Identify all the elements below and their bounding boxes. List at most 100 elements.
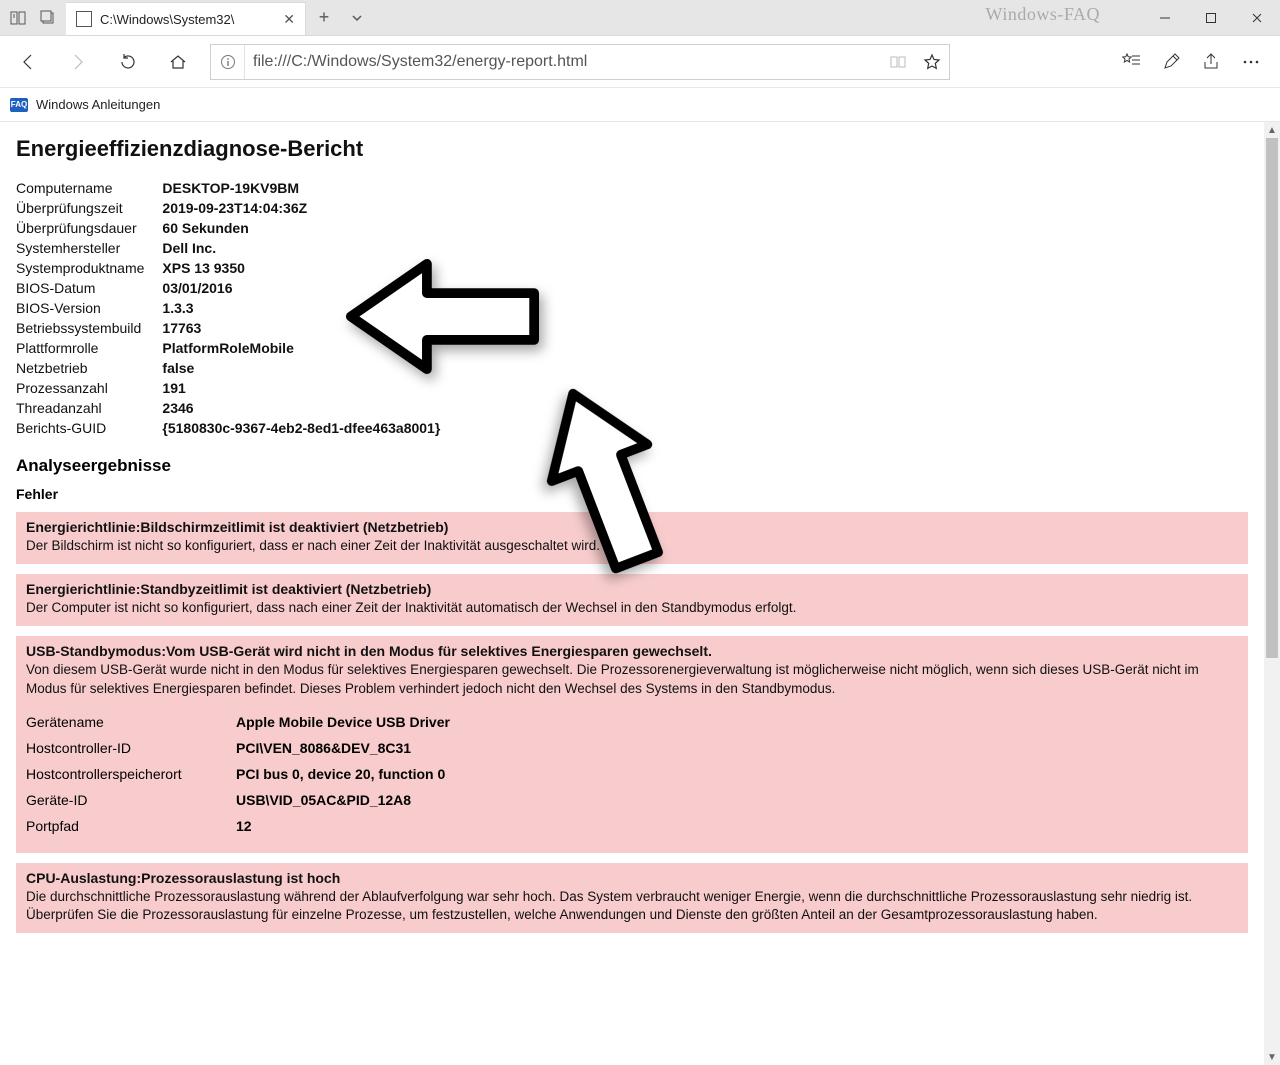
browser-tab[interactable]: C:\Windows\System32\ ✕: [66, 2, 306, 35]
info-row: SystemherstellerDell Inc.: [16, 238, 446, 258]
analysis-heading: Analyseergebnisse: [16, 456, 1248, 476]
close-window-button[interactable]: [1234, 0, 1280, 36]
maximize-button[interactable]: [1188, 0, 1234, 36]
info-row: Prozessanzahl191: [16, 378, 446, 398]
info-value: 2346: [162, 398, 446, 418]
error-title: Energierichtlinie:Standbyzeitlimit ist d…: [26, 581, 1238, 597]
detail-key: Hostcontrollerspeicherort: [26, 766, 236, 782]
info-value: 191: [162, 378, 446, 398]
info-value: Dell Inc.: [162, 238, 446, 258]
tab-title: C:\Windows\System32\: [100, 12, 275, 27]
info-value: {5180830c-9367-4eb2-8ed1-dfee463a8001}: [162, 418, 446, 438]
page-content: Energieeffizienzdiagnose-Bericht Compute…: [0, 122, 1264, 1065]
info-row: ComputernameDESKTOP-19KV9BM: [16, 178, 446, 198]
notes-icon[interactable]: [1160, 51, 1182, 73]
scroll-track[interactable]: [1264, 138, 1280, 1049]
page-icon: [76, 11, 92, 27]
back-button[interactable]: [10, 44, 46, 80]
error-description: Die durchschnittliche Prozessorauslastun…: [26, 888, 1238, 924]
scroll-up-icon[interactable]: ▲: [1264, 122, 1280, 138]
info-row: Threadanzahl2346: [16, 398, 446, 418]
info-label: Systemhersteller: [16, 238, 162, 258]
error-box: USB-Standbymodus:Vom USB-Gerät wird nich…: [16, 636, 1248, 852]
detail-value: PCI bus 0, device 20, function 0: [236, 766, 474, 782]
info-value: 1.3.3: [162, 298, 446, 318]
detail-key: Geräte-ID: [26, 792, 236, 808]
info-row: Überprüfungszeit2019-09-23T14:04:36Z: [16, 198, 446, 218]
system-info-table: ComputernameDESKTOP-19KV9BMÜberprüfungsz…: [16, 178, 446, 438]
error-description: Der Bildschirm ist nicht so konfiguriert…: [26, 537, 1238, 555]
scroll-thumb[interactable]: [1266, 138, 1278, 658]
detail-value: 12: [236, 818, 474, 834]
info-label: Plattformrolle: [16, 338, 162, 358]
info-value: XPS 13 9350: [162, 258, 446, 278]
info-label: Prozessanzahl: [16, 378, 162, 398]
tab-close-button[interactable]: ✕: [283, 11, 295, 28]
info-value: 03/01/2016: [162, 278, 446, 298]
bookmark-favicon: FAQ: [10, 98, 28, 112]
info-value: false: [162, 358, 446, 378]
errors-list: Energierichtlinie:Bildschirmzeitlimit is…: [16, 512, 1248, 933]
detail-key: Portpfad: [26, 818, 236, 834]
favorites-list-icon[interactable]: [1120, 51, 1142, 73]
info-row: Netzbetriebfalse: [16, 358, 446, 378]
forward-button[interactable]: [60, 44, 96, 80]
errors-heading: Fehler: [16, 486, 1248, 502]
info-label: Threadanzahl: [16, 398, 162, 418]
tab-aside-icon[interactable]: [8, 8, 28, 28]
error-title: CPU-Auslastung:Prozessorauslastung ist h…: [26, 870, 1238, 886]
tabs-list-icon[interactable]: [38, 8, 58, 28]
vertical-scrollbar[interactable]: ▲ ▼: [1264, 122, 1280, 1065]
window-titlebar: C:\Windows\System32\ ✕ + Windows-FAQ: [0, 0, 1280, 36]
info-row: SystemproduktnameXPS 13 9350: [16, 258, 446, 278]
info-label: BIOS-Datum: [16, 278, 162, 298]
error-box: Energierichtlinie:Bildschirmzeitlimit is…: [16, 512, 1248, 564]
share-icon[interactable]: [1200, 51, 1222, 73]
toolbar-right: [1120, 51, 1270, 73]
address-bar[interactable]: file:///C:/Windows/System32/energy-repor…: [210, 44, 950, 80]
detail-value: Apple Mobile Device USB Driver: [236, 714, 474, 730]
more-menu-icon[interactable]: [1240, 51, 1262, 73]
url-text[interactable]: file:///C:/Windows/System32/energy-repor…: [245, 53, 881, 71]
info-row: Überprüfungsdauer60 Sekunden: [16, 218, 446, 238]
info-label: Betriebssystembuild: [16, 318, 162, 338]
reading-view-icon[interactable]: [881, 53, 915, 71]
info-value: PlatformRoleMobile: [162, 338, 446, 358]
detail-key: Hostcontroller-ID: [26, 740, 236, 756]
home-button[interactable]: [160, 44, 196, 80]
new-tab-button[interactable]: +: [306, 0, 342, 35]
error-title: Energierichtlinie:Bildschirmzeitlimit is…: [26, 519, 1238, 535]
favorite-button[interactable]: [915, 53, 949, 71]
info-value: 2019-09-23T14:04:36Z: [162, 198, 446, 218]
info-label: Systemproduktname: [16, 258, 162, 278]
report-title: Energieeffizienzdiagnose-Bericht: [16, 136, 1248, 162]
bookmark-item[interactable]: Windows Anleitungen: [36, 97, 160, 112]
info-row: BIOS-Datum03/01/2016: [16, 278, 446, 298]
info-row: BIOS-Version1.3.3: [16, 298, 446, 318]
browser-toolbar: file:///C:/Windows/System32/energy-repor…: [0, 36, 1280, 88]
error-box: Energierichtlinie:Standbyzeitlimit ist d…: [16, 574, 1248, 626]
scroll-down-icon[interactable]: ▼: [1264, 1049, 1280, 1065]
tab-overflow-button[interactable]: [342, 0, 372, 35]
info-row: PlattformrollePlatformRoleMobile: [16, 338, 446, 358]
window-controls: [1142, 0, 1280, 35]
info-value: DESKTOP-19KV9BM: [162, 178, 446, 198]
detail-value: PCI\VEN_8086&DEV_8C31: [236, 740, 474, 756]
info-label: BIOS-Version: [16, 298, 162, 318]
error-box: CPU-Auslastung:Prozessorauslastung ist h…: [16, 863, 1248, 933]
error-description: Der Computer ist nicht so konfiguriert, …: [26, 599, 1238, 617]
info-label: Überprüfungsdauer: [16, 218, 162, 238]
error-detail-table: GerätenameApple Mobile Device USB Driver…: [26, 704, 474, 844]
refresh-button[interactable]: [110, 44, 146, 80]
info-row: Betriebssystembuild17763: [16, 318, 446, 338]
info-label: Netzbetrieb: [16, 358, 162, 378]
site-info-icon[interactable]: [211, 45, 245, 79]
bookmarks-bar: FAQ Windows Anleitungen: [0, 88, 1280, 122]
viewport: Energieeffizienzdiagnose-Bericht Compute…: [0, 122, 1280, 1065]
error-description: Von diesem USB-Gerät wurde nicht in den …: [26, 661, 1238, 697]
detail-value: USB\VID_05AC&PID_12A8: [236, 792, 474, 808]
minimize-button[interactable]: [1142, 0, 1188, 36]
error-title: USB-Standbymodus:Vom USB-Gerät wird nich…: [26, 643, 1238, 659]
info-row: Berichts-GUID{5180830c-9367-4eb2-8ed1-df…: [16, 418, 446, 438]
tab-actions: [0, 0, 66, 35]
